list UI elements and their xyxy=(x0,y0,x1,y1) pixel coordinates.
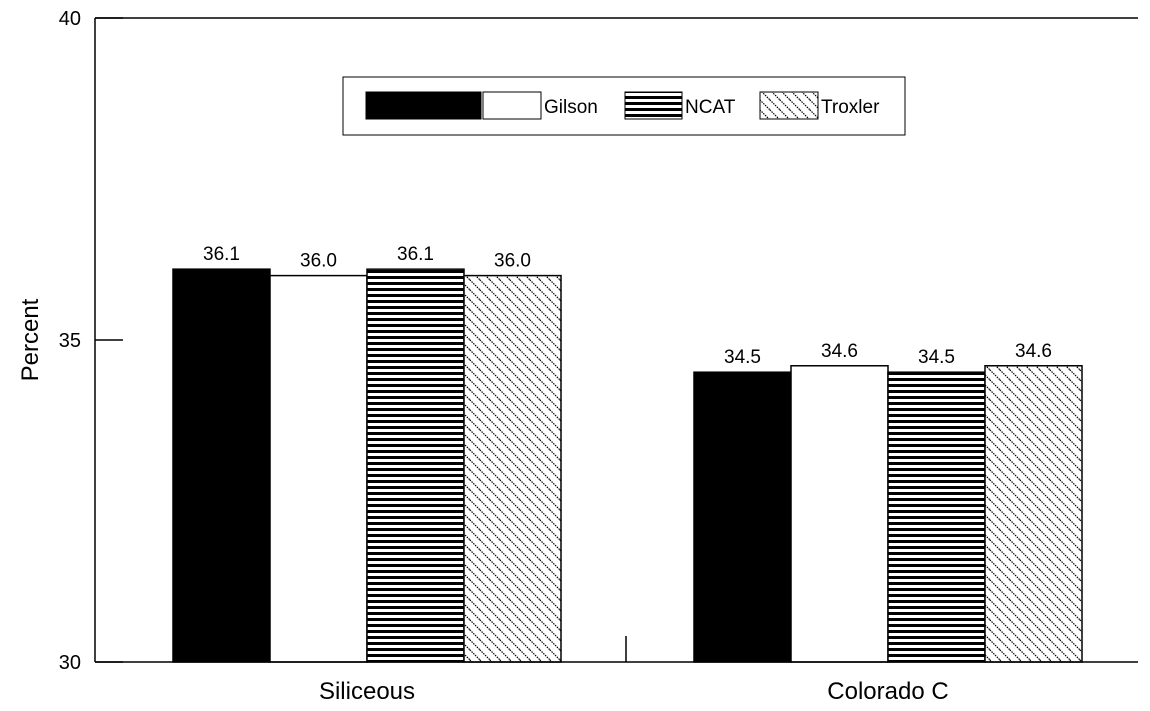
legend-swatch-troxler xyxy=(759,91,819,120)
y-tick-label: 40 xyxy=(59,8,81,30)
data-label: 36.1 xyxy=(397,244,434,265)
x-tick-label: Colorado C xyxy=(827,678,948,705)
bar-jmf-colorado-c xyxy=(693,371,792,663)
legend-label-ncat: NCAT xyxy=(685,97,736,118)
legend-label-gilson: Gilson xyxy=(544,97,598,118)
bar-jmf-siliceous xyxy=(172,268,271,663)
data-label: 34.5 xyxy=(918,347,955,368)
bar-gilson-colorado-c xyxy=(790,365,889,663)
y-tick-label: 35 xyxy=(59,330,81,352)
bar-ncat-colorado-c xyxy=(887,371,986,663)
data-label: 34.6 xyxy=(1015,341,1052,362)
legend-swatch-ncat xyxy=(624,91,683,120)
bar-troxler-siliceous xyxy=(463,274,562,663)
bar-troxler-colorado-c xyxy=(984,365,1083,663)
bar-gilson-siliceous xyxy=(269,274,368,663)
data-label: 34.5 xyxy=(724,347,761,368)
legend-label-troxler: Troxler xyxy=(821,97,880,118)
data-label: 36.0 xyxy=(494,251,531,272)
bar-ncat-siliceous xyxy=(366,268,465,663)
y-axis-title: Percent xyxy=(17,298,44,381)
data-label: 36.0 xyxy=(300,251,337,272)
legend-swatch-jmf xyxy=(365,91,482,120)
x-tick-label: Siliceous xyxy=(319,678,415,705)
y-tick-label: 30 xyxy=(59,652,81,674)
data-label: 36.1 xyxy=(203,244,240,265)
legend-swatch-gilson xyxy=(482,91,542,120)
data-label: 34.6 xyxy=(821,341,858,362)
